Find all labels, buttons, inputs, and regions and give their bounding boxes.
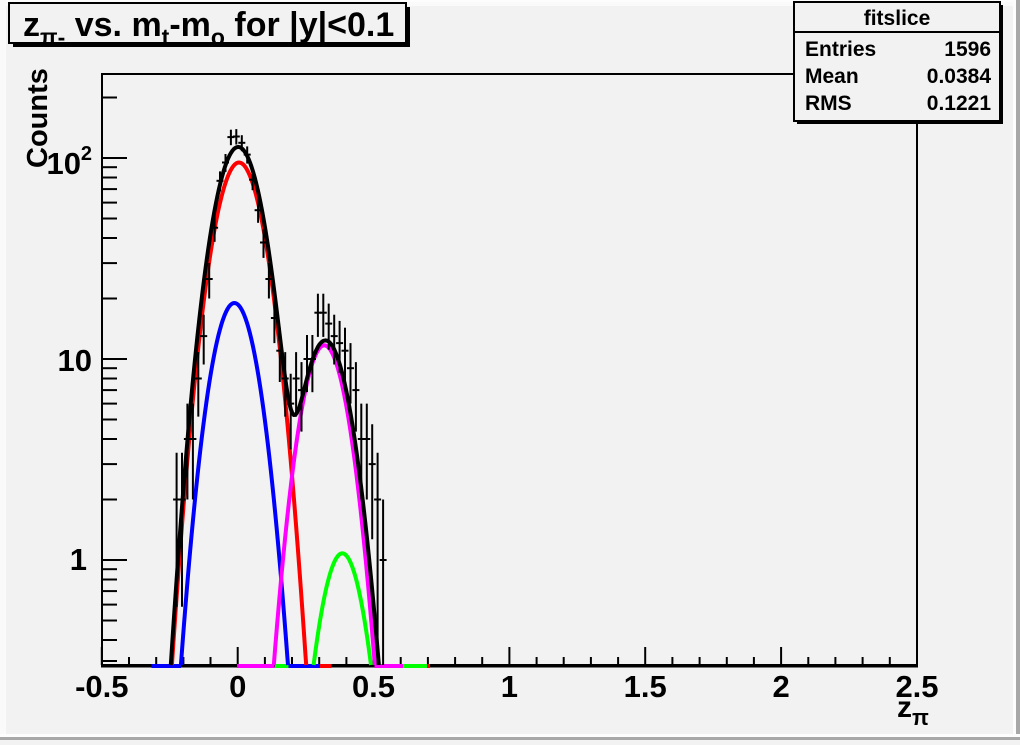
svg-text:Mean: Mean <box>805 65 859 88</box>
svg-text:0.1221: 0.1221 <box>923 92 992 115</box>
svg-text:102: 102 <box>47 143 92 181</box>
svg-text:RMS: RMS <box>805 92 852 115</box>
svg-text:1.5: 1.5 <box>624 669 667 704</box>
svg-text:-0.5: -0.5 <box>75 669 128 704</box>
svg-text:2: 2 <box>772 669 789 704</box>
svg-text:1596: 1596 <box>944 38 991 61</box>
svg-text:1: 1 <box>70 542 87 577</box>
svg-text:Counts: Counts <box>22 68 54 168</box>
svg-text:Entries: Entries <box>805 38 876 61</box>
svg-text:2.5: 2.5 <box>895 669 938 704</box>
svg-text:zπ- vs. mt-mo for |y|<0.1: zπ- vs. mt-mo for |y|<0.1 <box>23 6 394 50</box>
svg-text:fitslice: fitslice <box>864 7 931 30</box>
svg-text:1: 1 <box>501 669 518 704</box>
svg-text:10: 10 <box>58 343 92 378</box>
svg-text:0: 0 <box>229 669 246 704</box>
svg-text:0.0384: 0.0384 <box>927 65 992 88</box>
svg-text:0.5: 0.5 <box>352 669 395 704</box>
